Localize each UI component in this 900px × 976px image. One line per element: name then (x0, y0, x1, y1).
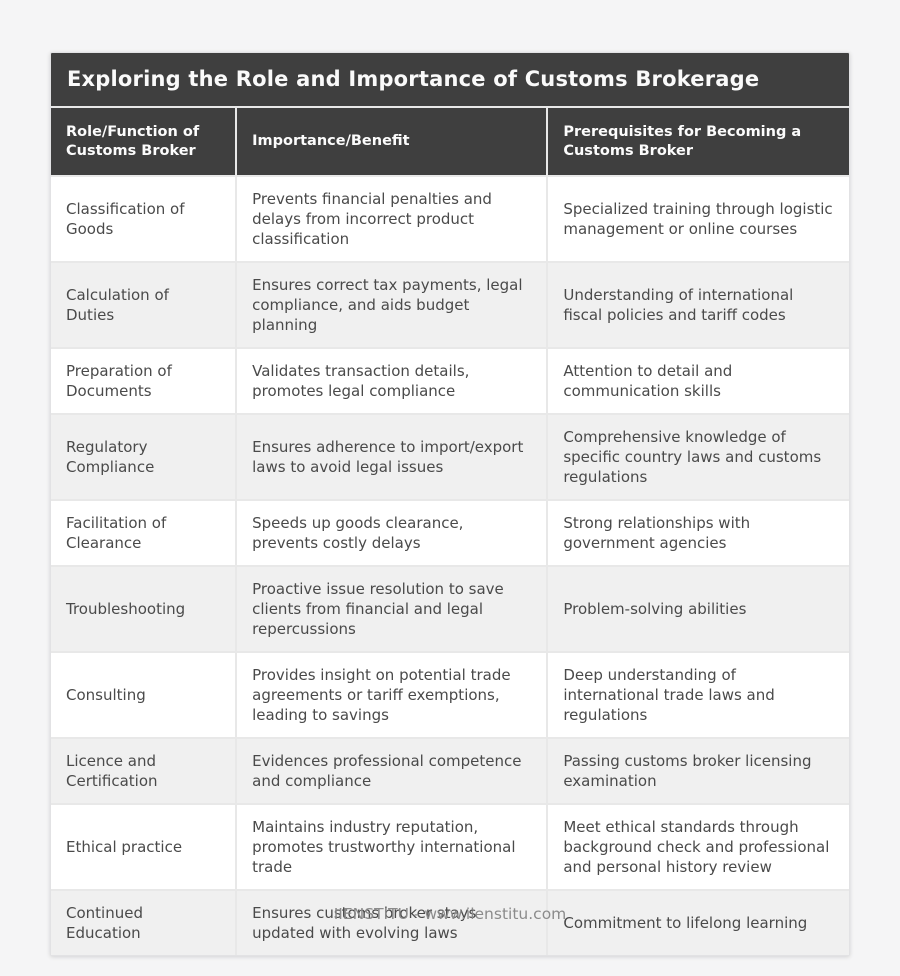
footer-attribution: IIENSTITU - www.iienstitu.com (333, 905, 567, 923)
cell-benefit: Ensures customs broker stays updated wit… (235, 889, 548, 955)
cell-role: Regulatory Compliance (51, 413, 237, 500)
table-row: Classification of Goods Prevents financi… (51, 175, 849, 262)
cell-role: Consulting (51, 651, 237, 738)
cell-prerequisite: Attention to detail and communication sk… (546, 347, 849, 414)
customs-brokerage-table-card: Exploring the Role and Importance of Cus… (50, 52, 850, 956)
cell-prerequisite: Passing customs broker licensing examina… (546, 737, 849, 804)
table-row: Preparation of Documents Validates trans… (51, 347, 849, 414)
table-row: Troubleshooting Proactive issue resoluti… (51, 565, 849, 652)
table-row: Consulting Provides insight on potential… (51, 651, 849, 738)
cell-prerequisite: Strong relationships with government age… (546, 499, 849, 566)
cell-role: Preparation of Documents (51, 347, 237, 414)
cell-benefit: Evidences professional competence and co… (235, 737, 548, 804)
table-row: Ethical practice Maintains industry repu… (51, 803, 849, 890)
table-title-bar: Exploring the Role and Importance of Cus… (51, 53, 849, 108)
cell-prerequisite: Meet ethical standards through backgroun… (546, 803, 849, 890)
cell-benefit: Ensures adherence to import/export laws … (235, 413, 548, 500)
column-header-role: Role/Function of Customs Broker (51, 108, 237, 176)
table-row: Licence and Certification Evidences prof… (51, 737, 849, 804)
cell-prerequisite: Commitment to lifelong learning (546, 889, 849, 955)
cell-prerequisite: Deep understanding of international trad… (546, 651, 849, 738)
cell-role: Continued Education (51, 889, 237, 955)
table-header-row: Role/Function of Customs Broker Importan… (51, 108, 849, 176)
cell-benefit: Provides insight on potential trade agre… (235, 651, 548, 738)
cell-role: Troubleshooting (51, 565, 237, 652)
cell-benefit: Prevents financial penalties and delays … (235, 175, 548, 262)
cell-benefit: Proactive issue resolution to save clien… (235, 565, 548, 652)
table-row: Facilitation of Clearance Speeds up good… (51, 499, 849, 566)
page-title: Exploring the Role and Importance of Cus… (67, 67, 760, 91)
cell-prerequisite: Problem-solving abilities (546, 565, 849, 652)
customs-brokerage-table: Role/Function of Customs Broker Importan… (51, 108, 849, 955)
cell-prerequisite: Understanding of international fiscal po… (546, 261, 849, 348)
cell-benefit: Ensures correct tax payments, legal comp… (235, 261, 548, 348)
cell-benefit: Validates transaction details, promotes … (235, 347, 548, 414)
table-row: Regulatory Compliance Ensures adherence … (51, 413, 849, 500)
column-header-prerequisites: Prerequisites for Becoming a Customs Bro… (546, 108, 849, 176)
cell-role: Calculation of Duties (51, 261, 237, 348)
cell-role: Classification of Goods (51, 175, 237, 262)
table-row: Calculation of Duties Ensures correct ta… (51, 261, 849, 348)
cell-benefit: Speeds up goods clearance, prevents cost… (235, 499, 548, 566)
column-header-benefit: Importance/Benefit (235, 108, 548, 176)
table-row: Continued Education Ensures customs brok… (51, 889, 849, 955)
cell-role: Licence and Certification (51, 737, 237, 804)
cell-prerequisite: Comprehensive knowledge of specific coun… (546, 413, 849, 500)
cell-benefit: Maintains industry reputation, promotes … (235, 803, 548, 890)
cell-role: Ethical practice (51, 803, 237, 890)
cell-role: Facilitation of Clearance (51, 499, 237, 566)
cell-prerequisite: Specialized training through logistic ma… (546, 175, 849, 262)
